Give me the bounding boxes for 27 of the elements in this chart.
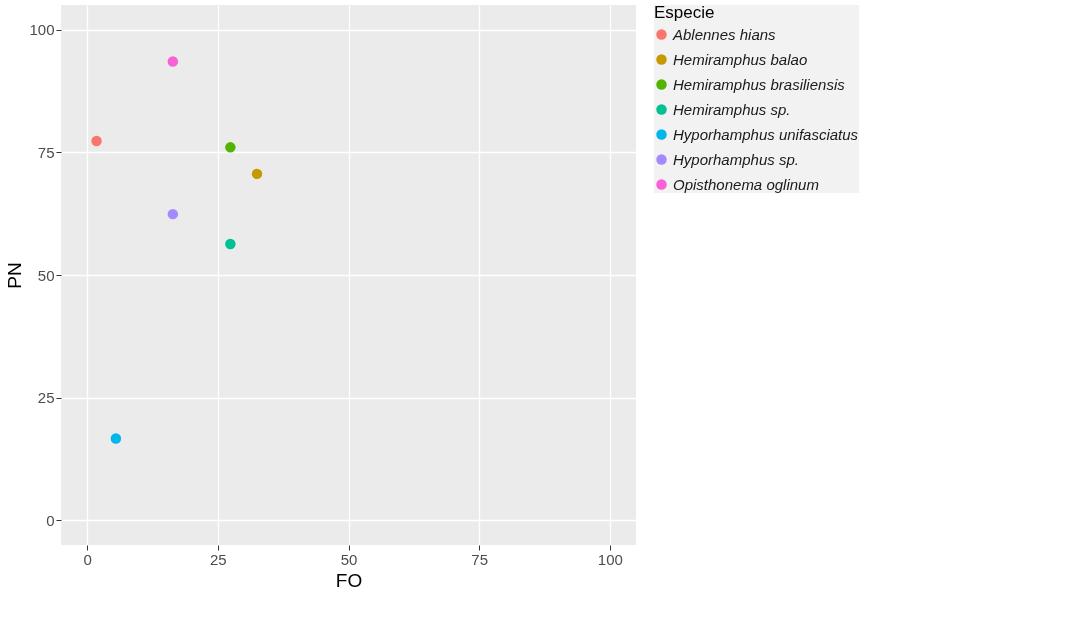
legend-label: Hemiramphus brasiliensis bbox=[673, 75, 846, 93]
legend-label: Hyporhamphus sp. bbox=[673, 150, 799, 168]
x-tick-label: 50 bbox=[340, 550, 358, 568]
legend-label: Hemiramphus sp. bbox=[673, 100, 791, 118]
point bbox=[167, 208, 179, 220]
y-tick-label: 25 bbox=[37, 389, 55, 407]
point bbox=[91, 135, 102, 147]
legend-label: Hyporhamphus unifasciatus bbox=[673, 125, 859, 143]
y-tick-label: 50 bbox=[37, 266, 55, 284]
y-tick-label: 75 bbox=[37, 143, 55, 161]
y-axis-title: PN bbox=[4, 262, 26, 289]
legend-label: Hemiramphus balao bbox=[673, 50, 808, 68]
y-tick-label: 0 bbox=[46, 511, 55, 529]
x-axis-title: FO bbox=[335, 569, 363, 591]
point bbox=[110, 433, 122, 444]
x-tick-label: 0 bbox=[83, 550, 92, 568]
legend-title: Especie bbox=[654, 3, 715, 22]
point bbox=[251, 168, 263, 180]
point bbox=[167, 56, 179, 67]
legend-label: Ablennes hians bbox=[672, 25, 777, 43]
point bbox=[225, 238, 236, 250]
point bbox=[225, 142, 236, 153]
y-tick-label: 100 bbox=[29, 21, 55, 39]
x-tick-label: 25 bbox=[209, 550, 227, 568]
x-tick-label: 100 bbox=[597, 550, 623, 568]
x-tick-label: 75 bbox=[471, 550, 489, 568]
legend-label: Opisthonema oglinum bbox=[673, 175, 819, 193]
